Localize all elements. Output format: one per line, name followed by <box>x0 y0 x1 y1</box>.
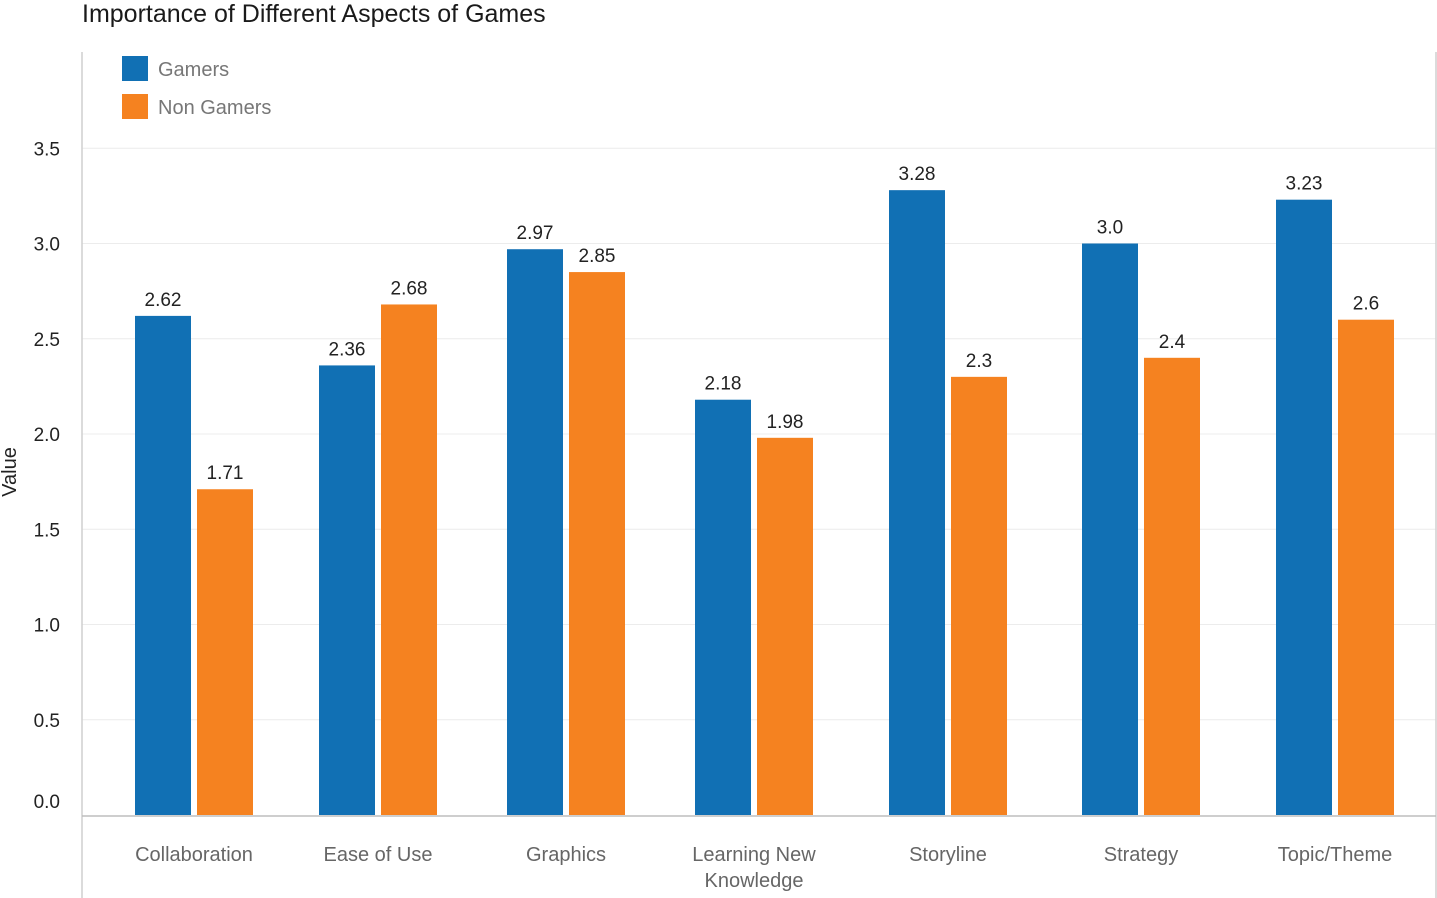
bar-non-gamers <box>1144 357 1200 815</box>
bar-gamers <box>507 249 563 816</box>
bar-non-gamers <box>757 437 813 815</box>
x-axis-categories: Collaboration Ease of Use Graphics Learning… <box>135 844 1392 892</box>
legend-swatch <box>122 56 148 81</box>
bar-non-gamers <box>951 376 1007 815</box>
data-label: 2.97 <box>517 223 554 244</box>
x-tick-label: Collaboration <box>135 844 253 866</box>
y-tick-label: 3.0 <box>34 235 60 256</box>
bar-gamers <box>889 190 945 815</box>
bars <box>135 190 1394 816</box>
bar-gamers <box>695 399 751 815</box>
data-label: 3.28 <box>899 164 936 185</box>
legend-label: Gamers <box>158 59 229 81</box>
data-label: 2.4 <box>1159 332 1186 353</box>
legend-swatch <box>122 94 148 119</box>
bar-non-gamers <box>569 272 625 815</box>
bar-gamers <box>319 365 375 815</box>
data-label: 2.85 <box>579 246 616 267</box>
y-tick-label: 2.5 <box>34 330 60 351</box>
bar-gamers <box>1082 243 1138 815</box>
data-label: 3.0 <box>1097 218 1123 239</box>
y-tick-label: 0.0 <box>34 792 60 813</box>
chart-title: Importance of Different Aspects of Games <box>82 0 546 28</box>
bar-non-gamers <box>1338 319 1394 815</box>
x-tick-label: Storyline <box>909 844 987 866</box>
x-tick-label: Graphics <box>526 844 606 866</box>
y-tick-label: 2.0 <box>34 425 60 446</box>
data-labels: 2.62 2.36 2.97 2.18 3.28 3.0 3.23 1.71 2.68 2.85 1… <box>145 164 1380 484</box>
y-tick-label: 3.5 <box>34 139 60 160</box>
data-label: 3.23 <box>1286 174 1323 195</box>
x-tick-label: Topic/Theme <box>1278 844 1393 866</box>
data-label: 2.62 <box>145 290 182 311</box>
bar-non-gamers <box>197 489 253 815</box>
x-tick-label: Ease of Use <box>324 844 433 866</box>
data-label: 1.98 <box>767 412 804 433</box>
data-label: 1.71 <box>207 463 244 484</box>
y-axis-title: Value <box>0 447 21 497</box>
y-tick-label: 1.0 <box>34 616 60 637</box>
y-tick-label: 0.5 <box>34 711 60 732</box>
x-tick-label: Learning New Knowledge <box>692 844 816 892</box>
bar-non-gamers <box>381 304 437 815</box>
y-axis-ticks: 0.0 0.5 1.0 1.5 2.0 2.5 3.0 3.5 <box>34 139 60 813</box>
x-tick-label: Strategy <box>1104 844 1178 866</box>
legend: Gamers Non Gamers <box>122 56 271 119</box>
data-label: 2.18 <box>705 374 742 395</box>
bar-gamers <box>135 315 191 815</box>
data-label: 2.3 <box>966 351 992 372</box>
data-label: 2.36 <box>329 339 366 360</box>
data-label: 2.6 <box>1353 294 1379 315</box>
bar-gamers <box>1276 199 1332 815</box>
legend-label: Non Gamers <box>158 97 271 119</box>
y-tick-label: 1.5 <box>34 520 60 541</box>
data-label: 2.68 <box>391 278 428 299</box>
